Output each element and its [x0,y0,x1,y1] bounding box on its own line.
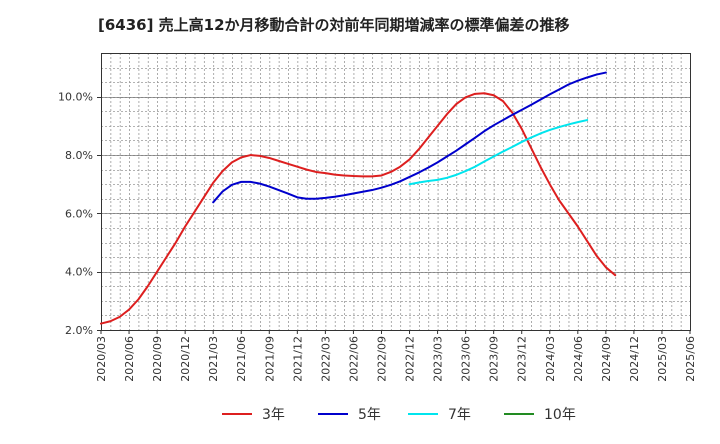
y-tick-label: 4.0% [65,266,93,279]
x-tick-label: 2020/06 [123,336,136,382]
legend-label: 5年 [358,407,381,423]
x-tick-label: 2023/06 [460,336,473,382]
x-tick-label: 2022/03 [319,336,332,382]
x-tick-label: 2021/09 [263,336,276,382]
x-tick-label: 2021/03 [207,336,220,382]
axes: 2.0% 4.0% 6.0% 8.0% 10.0% 2020/03 2020/06 2020/… [58,53,697,382]
series-line-5年 [212,71,607,204]
x-tick-label: 2022/06 [347,336,360,382]
series-line-7年 [408,119,589,186]
legend-item: 3年 [222,407,285,423]
chart-title: [6436] 売上高12か月移動合計の対前年同期増減率の標準偏差の推移 [98,16,570,34]
x-tick-label: 2021/12 [291,336,304,382]
x-tick-label: 2025/03 [656,336,669,382]
x-tick-label: 2022/12 [404,336,417,382]
x-tick-label: 2024/09 [600,336,613,382]
legend: 3年 5年 7年 10年 [222,407,576,423]
x-tick-label: 2023/03 [432,336,445,382]
y-tick-label: 2.0% [65,324,93,337]
x-tick-label: 2023/12 [516,336,529,382]
legend-label: 10年 [544,407,576,423]
x-tick-label: 2020/03 [95,336,108,382]
x-tick-label: 2022/09 [375,336,388,382]
legend-label: 7年 [448,407,471,423]
legend-item: 10年 [504,407,576,423]
x-tick-label: 2020/09 [151,336,164,382]
plot-frame [101,53,691,331]
x-tick-label: 2023/09 [488,336,501,382]
x-tick-label: 2021/06 [235,336,248,382]
x-tick-label: 2020/12 [179,336,192,382]
plot-area [101,53,690,330]
series-line-3年 [100,92,617,325]
series [100,71,617,325]
grid [101,53,690,331]
y-tick-label: 8.0% [65,149,93,162]
y-tick-label: 6.0% [65,207,93,220]
x-tick-label: 2024/06 [572,336,585,382]
legend-item: 7年 [408,407,471,423]
x-tick-label: 2025/06 [684,336,697,382]
y-tick-label: 10.0% [58,91,93,104]
x-tick-label: 2024/03 [544,336,557,382]
legend-label: 3年 [262,407,285,423]
x-tick-label: 2024/12 [628,336,641,382]
legend-item: 5年 [318,407,381,423]
